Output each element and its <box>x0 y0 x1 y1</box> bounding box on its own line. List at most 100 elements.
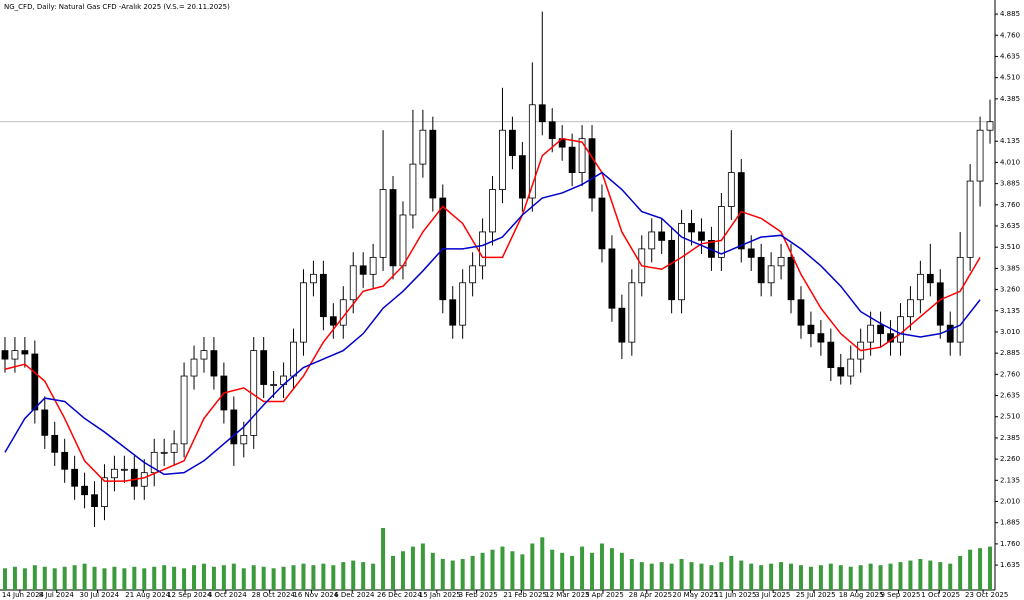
volume-bar <box>311 565 316 590</box>
volume-bar <box>142 568 147 590</box>
candle-body <box>489 189 496 233</box>
x-tick-label: 25 Jul 2025 <box>796 591 836 599</box>
volume-bar <box>231 563 236 590</box>
x-tick-label: 21 Aug 2024 <box>125 591 170 599</box>
candle-body <box>469 265 477 284</box>
candle-body <box>51 434 59 453</box>
volume-bar <box>371 563 376 590</box>
volume-bar <box>689 562 694 590</box>
candle-body <box>777 256 785 267</box>
volume-bar <box>629 559 634 590</box>
y-tick-label: 4.510 <box>1000 74 1020 82</box>
candle-body <box>936 282 944 326</box>
candle-body <box>31 353 39 411</box>
volume-bar <box>162 565 167 590</box>
volume-bar <box>590 552 595 590</box>
candle-body <box>916 273 924 301</box>
volume-bar <box>928 560 933 590</box>
volume-bar <box>649 563 654 590</box>
volume-bar <box>560 552 565 590</box>
y-tick-label: 1.885 <box>1000 519 1020 527</box>
volume-bar <box>868 563 873 590</box>
candle-body <box>698 231 705 241</box>
y-tick-label: 3.510 <box>1000 243 1020 251</box>
volume-bar <box>639 562 644 590</box>
x-tick-label: 1 Oct 2025 <box>921 591 960 599</box>
candle-body <box>966 180 974 258</box>
volume-bar <box>888 563 893 590</box>
x-tick-label: 9 Sep 2025 <box>880 591 920 599</box>
x-tick-label: 3 Feb 2025 <box>459 591 498 599</box>
candle-body <box>757 256 765 284</box>
volume-bar <box>12 566 17 590</box>
candle-body <box>847 358 855 377</box>
volume-bar <box>759 565 764 590</box>
volume-bar <box>192 565 197 590</box>
candle-body <box>319 273 327 318</box>
volume-bar <box>570 555 575 590</box>
candle-body <box>528 104 536 199</box>
x-tick-label: 3 Apr 2025 <box>585 591 624 599</box>
candle-body <box>548 121 556 140</box>
volume-bar <box>779 562 784 590</box>
x-tick-label: 4 Oct 2024 <box>208 591 247 599</box>
candle-body <box>459 282 467 326</box>
y-tick-label: 2.385 <box>1000 434 1020 442</box>
volume-bar <box>490 549 495 590</box>
volume-bar <box>82 563 87 590</box>
candle-body <box>120 468 128 471</box>
volume-bar <box>828 563 833 590</box>
x-tick-label: 23 Oct 2025 <box>965 591 1008 599</box>
candle-body <box>568 146 576 173</box>
volume-bar <box>301 563 306 590</box>
candle-body <box>290 341 297 377</box>
y-tick-label: 3.635 <box>1000 222 1020 230</box>
y-tick-label: 3.135 <box>1000 307 1020 315</box>
volume-bar <box>789 563 794 590</box>
volume-bar <box>211 566 216 590</box>
volume-bar <box>699 563 704 590</box>
volume-bar <box>858 565 863 590</box>
candle-body <box>658 231 666 241</box>
volume-bar <box>898 562 903 590</box>
volume-bar <box>221 565 226 590</box>
volume-bar <box>798 565 803 590</box>
candle-body <box>180 375 188 445</box>
candle-body <box>986 121 994 131</box>
volume-bar <box>351 560 356 590</box>
candle-body <box>369 256 377 275</box>
candle-body <box>598 197 606 250</box>
candle-body <box>150 451 158 474</box>
x-tick-label: 26 Dec 2024 <box>377 591 422 599</box>
volume-bar <box>609 548 614 590</box>
y-tick-label: 2.760 <box>1000 370 1020 378</box>
y-tick-label: 2.885 <box>1000 349 1020 357</box>
volume-bar <box>32 565 37 590</box>
y-tick-label: 4.385 <box>1000 95 1020 103</box>
candle-body <box>877 324 884 335</box>
y-tick-label: 3.885 <box>1000 180 1020 188</box>
volume-bar <box>749 563 754 590</box>
volume-bar <box>172 566 177 590</box>
volume-bar <box>669 563 674 590</box>
candle-body <box>787 256 795 301</box>
x-tick-label: 14 Jun 2024 <box>2 591 45 599</box>
candle-body <box>329 316 337 326</box>
volume-bar <box>132 566 137 590</box>
candle-body <box>578 138 586 173</box>
x-tick-label: 8 Jul 2024 <box>39 591 75 599</box>
candle-body <box>81 485 88 496</box>
volume-bar <box>729 555 734 590</box>
y-tick-label: 2.260 <box>1000 455 1020 463</box>
candle-body <box>160 451 168 454</box>
volume-bar <box>261 566 266 590</box>
candle-body <box>91 494 98 507</box>
candle-body <box>668 240 676 301</box>
candle-body <box>429 129 437 199</box>
volume-bar <box>152 566 157 590</box>
volume-bar <box>599 543 604 590</box>
volume-bar <box>878 565 883 590</box>
volume-bar <box>241 568 246 590</box>
candle-body <box>946 324 954 343</box>
candle-body <box>807 324 815 335</box>
